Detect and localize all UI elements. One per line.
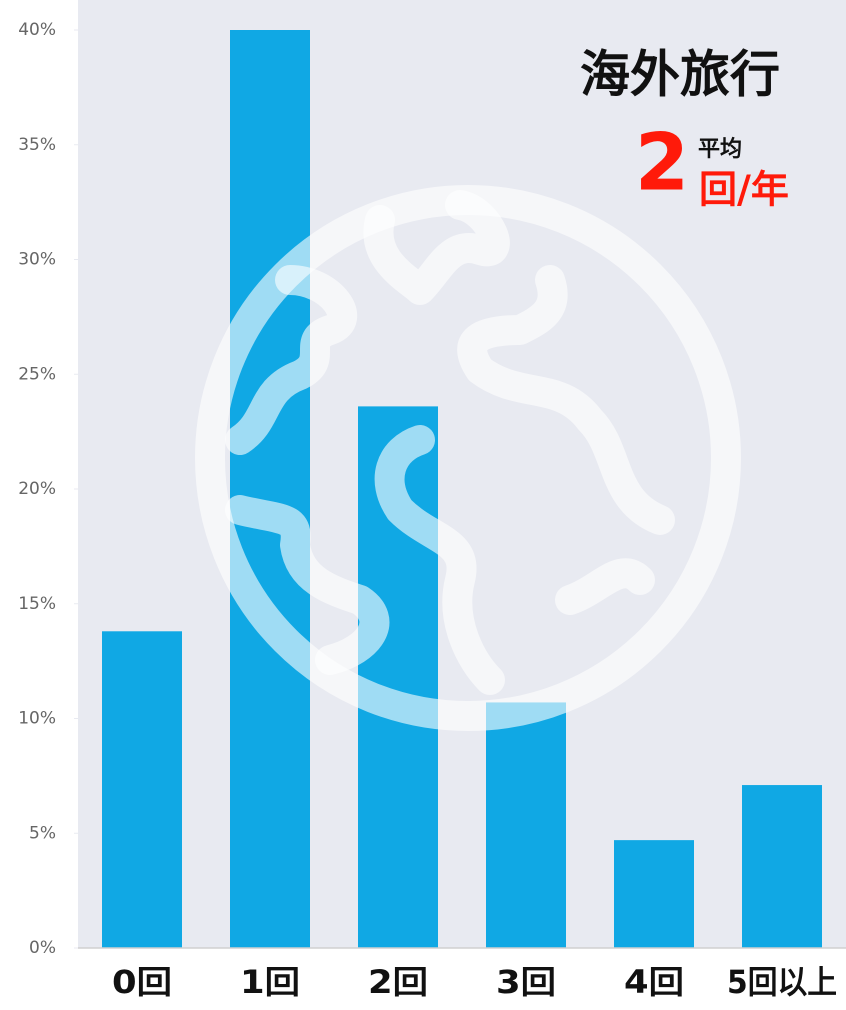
- average-unit: 回/年: [699, 168, 789, 212]
- y-tick-label: 35%: [18, 135, 56, 155]
- x-tick-label: 3回: [496, 963, 556, 1001]
- x-tick-label: 5回以上: [727, 963, 837, 1001]
- y-tick-label: 15%: [18, 594, 56, 614]
- x-tick-label: 0回: [112, 963, 172, 1001]
- bar: [230, 30, 310, 948]
- bar: [102, 631, 182, 948]
- x-tick-label: 1回: [240, 963, 300, 1001]
- y-tick-label: 0%: [29, 938, 56, 958]
- x-tick-label: 2回: [368, 963, 428, 1001]
- y-tick-label: 25%: [18, 364, 56, 384]
- bar: [742, 785, 822, 948]
- y-tick-label: 40%: [18, 20, 56, 40]
- average-value: 2: [635, 118, 689, 208]
- bar: [614, 840, 694, 948]
- average-label: 平均: [698, 136, 742, 162]
- y-tick-label: 5%: [29, 823, 56, 843]
- y-tick-label: 20%: [18, 479, 56, 499]
- y-tick-label: 10%: [18, 709, 56, 729]
- x-tick-label: 4回: [624, 963, 684, 1001]
- chart-title: 海外旅行: [580, 46, 780, 104]
- globe-icon: [195, 185, 741, 731]
- y-tick-label: 30%: [18, 250, 56, 270]
- bar: [486, 702, 566, 948]
